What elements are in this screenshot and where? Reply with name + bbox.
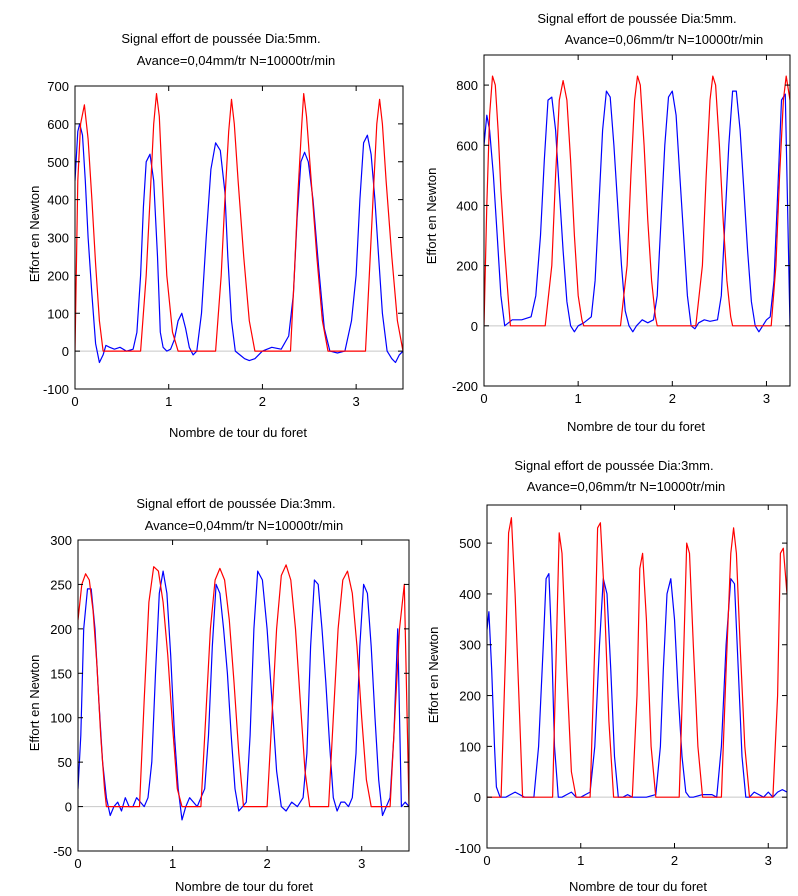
x-axis-label: Nombre de tour du foret: [567, 419, 705, 434]
y-tick-label: 700: [47, 79, 69, 94]
y-axis-label: Effort en Newton: [424, 168, 439, 265]
y-tick-label: 200: [456, 259, 478, 274]
y-tick-label: 300: [50, 533, 72, 548]
chart-panel-top-left: Signal effort de poussée Dia:5mm. Avance…: [27, 31, 404, 440]
axes-frame: [483, 54, 791, 387]
x-axis-label: Nombre de tour du foret: [569, 879, 707, 894]
x-axis-label: Nombre de tour du foret: [169, 425, 307, 440]
x-tick-label: 3: [763, 391, 770, 406]
y-tick-label: 300: [459, 638, 481, 653]
x-tick-label: 3: [358, 856, 365, 871]
x-tick-label: 3: [353, 394, 360, 409]
x-tick-label: 0: [71, 394, 78, 409]
y-tick-label: 0: [65, 800, 72, 815]
x-tick-label: 1: [577, 853, 584, 868]
x-tick-label: 2: [264, 856, 271, 871]
chart-panel-bottom-left: Signal effort de poussée Dia:3mm. Avance…: [27, 496, 410, 894]
series-line-2: [75, 92, 403, 352]
y-tick-label: -100: [455, 841, 481, 856]
x-tick-label: 0: [74, 856, 81, 871]
y-tick-label: 100: [459, 739, 481, 754]
x-tick-label: 0: [480, 391, 487, 406]
series-line-2: [484, 75, 790, 327]
x-tick-label: 3: [765, 853, 772, 868]
x-tick-label: 1: [165, 394, 172, 409]
y-tick-label: 200: [47, 268, 69, 283]
y-tick-label: 100: [47, 306, 69, 321]
y-tick-label: 200: [50, 622, 72, 637]
y-tick-label: 400: [47, 193, 69, 208]
y-tick-label: 300: [47, 231, 69, 246]
chart-subtitle: Avance=0,04mm/tr N=10000tr/min: [137, 53, 335, 68]
chart-subtitle: Avance=0,06mm/tr N=10000tr/min: [565, 32, 763, 47]
y-axis-label: Effort en Newton: [27, 186, 42, 283]
series-line-2: [78, 564, 409, 808]
y-tick-label: -200: [452, 379, 478, 394]
y-tick-label: 500: [459, 536, 481, 551]
y-tick-label: 400: [456, 198, 478, 213]
y-tick-label: 600: [47, 117, 69, 132]
y-tick-label: 200: [459, 689, 481, 704]
y-tick-label: 0: [62, 344, 69, 359]
series-line-1: [484, 90, 790, 333]
y-tick-label: 250: [50, 577, 72, 592]
x-tick-label: 2: [259, 394, 266, 409]
chart-title: Signal effort de poussée Dia:5mm.: [121, 31, 320, 46]
y-tick-label: 0: [471, 319, 478, 334]
chart-subtitle: Avance=0,04mm/tr N=10000tr/min: [145, 518, 343, 533]
y-tick-label: 50: [58, 755, 72, 770]
y-tick-label: -50: [53, 844, 72, 859]
x-tick-label: 0: [483, 853, 490, 868]
series-line-1: [75, 123, 403, 364]
chart-title: Signal effort de poussée Dia:3mm.: [136, 496, 335, 511]
chart-panel-top-right: Signal effort de poussée Dia:5mm. Avance…: [424, 11, 791, 434]
y-tick-label: -100: [43, 382, 69, 397]
chart-title: Signal effort de poussée Dia:5mm.: [537, 11, 736, 26]
y-tick-label: 400: [459, 587, 481, 602]
chart-panel-bottom-right: Signal effort de poussée Dia:3mm. Avance…: [426, 458, 788, 894]
series-line-1: [487, 572, 787, 798]
x-tick-label: 2: [671, 853, 678, 868]
y-axis-label: Effort en Newton: [27, 655, 42, 752]
chart-subtitle: Avance=0,06mm/tr N=10000tr/min: [527, 479, 725, 494]
y-tick-label: 800: [456, 78, 478, 93]
x-tick-label: 1: [575, 391, 582, 406]
x-axis-label: Nombre de tour du foret: [175, 879, 313, 894]
y-tick-label: 500: [47, 155, 69, 170]
chart-title: Signal effort de poussée Dia:3mm.: [514, 458, 713, 473]
y-tick-label: 0: [474, 790, 481, 805]
series-line-2: [487, 517, 787, 798]
y-tick-label: 100: [50, 711, 72, 726]
axes-frame: [77, 539, 410, 852]
y-tick-label: 150: [50, 666, 72, 681]
axes-frame: [486, 504, 788, 849]
y-axis-label: Effort en Newton: [426, 627, 441, 724]
y-tick-label: 600: [456, 138, 478, 153]
x-tick-label: 1: [169, 856, 176, 871]
x-tick-label: 2: [669, 391, 676, 406]
